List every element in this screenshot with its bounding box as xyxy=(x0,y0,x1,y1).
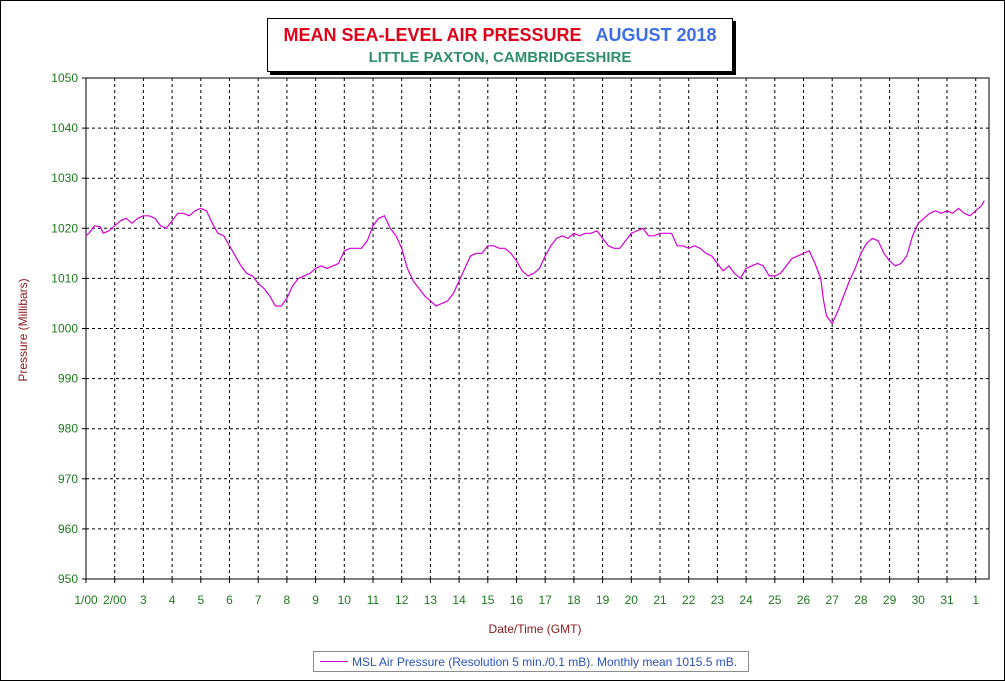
x-tick-label: 1 xyxy=(972,593,979,607)
y-axis-label: Pressure (Millibars) xyxy=(16,278,30,381)
y-tick-label: 960 xyxy=(58,522,78,536)
y-tick-label: 1020 xyxy=(51,221,78,235)
x-tick-label: 2/00 xyxy=(103,593,127,607)
x-tick-label: 23 xyxy=(711,593,725,607)
series-layer xyxy=(85,200,985,325)
x-tick-label: 24 xyxy=(739,593,753,607)
legend-label: MSL Air Pressure (Resolution 5 min./0.1 … xyxy=(352,654,738,669)
grid xyxy=(86,78,989,579)
x-tick-label: 16 xyxy=(510,593,524,607)
x-tick-label: 30 xyxy=(912,593,926,607)
x-tick-label: 13 xyxy=(424,593,438,607)
x-tick-label: 9 xyxy=(312,593,319,607)
x-axis-label: Date/Time (GMT) xyxy=(489,622,582,636)
y-tick-label: 990 xyxy=(58,372,78,386)
y-tick-label: 950 xyxy=(58,572,78,586)
x-tick-label: 20 xyxy=(625,593,639,607)
legend: MSL Air Pressure (Resolution 5 min./0.1 … xyxy=(313,651,749,672)
chart-title: MEAN SEA-LEVEL AIR PRESSURE xyxy=(283,25,582,45)
x-tick-label: 10 xyxy=(338,593,352,607)
legend-swatch xyxy=(320,661,348,662)
chart-title-month: AUGUST 2018 xyxy=(595,25,717,45)
x-tick-label: 19 xyxy=(596,593,610,607)
x-tick-label: 29 xyxy=(883,593,897,607)
x-tick-label: 18 xyxy=(567,593,581,607)
y-tick-label: 1040 xyxy=(51,121,78,135)
x-tick-label: 4 xyxy=(169,593,176,607)
x-tick-label: 17 xyxy=(539,593,553,607)
y-tick-label: 980 xyxy=(58,422,78,436)
y-axis-ticks: 950 960 970 980 990 1000 1010 1020 1030 1040 1050 xyxy=(51,71,86,586)
x-axis-ticks: 1/00 2/00 3 4 5 6 7 8 9 10 11 12 13 14 15 16 17 18 19 20 21 2… xyxy=(74,579,979,607)
x-tick-label: 7 xyxy=(255,593,262,607)
x-tick-label: 28 xyxy=(854,593,868,607)
x-tick-label: 21 xyxy=(653,593,667,607)
chart-subtitle: LITTLE PAXTON, CAMBRIDGESHIRE xyxy=(368,49,632,66)
x-tick-label: 22 xyxy=(682,593,696,607)
y-tick-label: 1000 xyxy=(51,322,78,336)
x-tick-label: 6 xyxy=(226,593,233,607)
x-tick-label: 26 xyxy=(797,593,811,607)
x-tick-label: 1/00 xyxy=(74,593,98,607)
x-tick-label: 8 xyxy=(284,593,291,607)
title-line: MEAN SEA-LEVEL AIR PRESSURE AUGUST 2018 xyxy=(268,25,732,46)
x-tick-label: 3 xyxy=(140,593,147,607)
y-tick-label: 1010 xyxy=(51,271,78,285)
x-tick-label: 14 xyxy=(452,593,466,607)
y-tick-label: 1030 xyxy=(51,171,78,185)
title-box: MEAN SEA-LEVEL AIR PRESSURE AUGUST 2018 L… xyxy=(267,18,733,72)
y-tick-label: 1050 xyxy=(51,71,78,85)
x-tick-label: 11 xyxy=(367,593,380,607)
x-tick-label: 5 xyxy=(197,593,204,607)
x-tick-label: 25 xyxy=(768,593,782,607)
series-line-msl-pressure xyxy=(85,200,985,325)
x-tick-label: 27 xyxy=(826,593,840,607)
x-tick-label: 31 xyxy=(940,593,954,607)
x-tick-label: 12 xyxy=(395,593,409,607)
y-tick-label: 970 xyxy=(58,472,78,486)
x-tick-label: 15 xyxy=(481,593,495,607)
